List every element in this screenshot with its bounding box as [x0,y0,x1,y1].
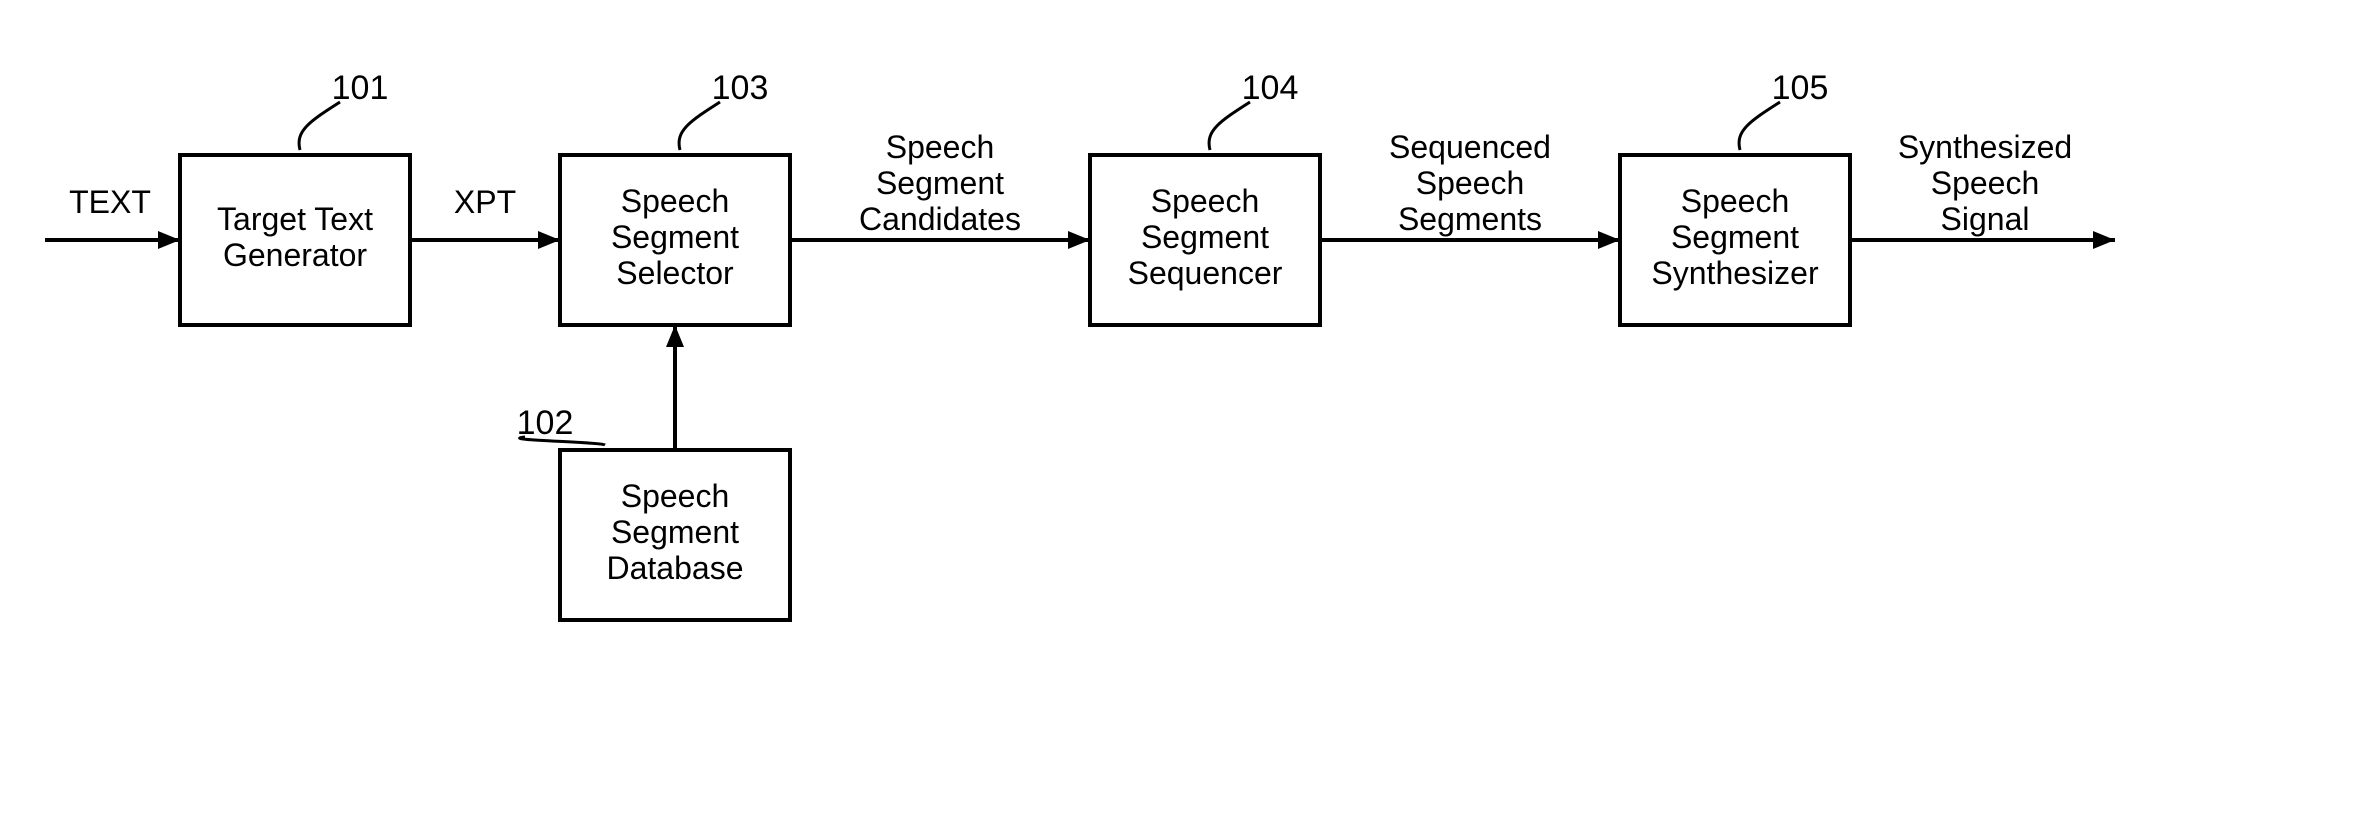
edge-label-e104-105: SequencedSpeechSegments [1389,129,1551,237]
edge-e103-104: SpeechSegmentCandidates [790,129,1090,240]
ref-label-102: 102 [517,404,574,442]
tts-block-diagram: TEXT XPT SpeechSegmentCandidates SequencedS… [0,0,2380,836]
ref-103: 103 [679,69,768,150]
ref-label-101: 101 [332,69,389,107]
ref-104: 104 [1209,69,1298,150]
edge-label-e101-103: XPT [454,184,516,220]
ref-102: 102 [517,404,605,445]
node-label-n102: SpeechSegmentDatabase [607,478,744,586]
edge-out-synth: SynthesizedSpeechSignal [1850,129,2115,240]
ref-label-103: 103 [712,69,769,107]
node-n102: SpeechSegmentDatabase [560,450,790,620]
edge-e101-103: XPT [410,184,560,240]
edge-e104-105: SequencedSpeechSegments [1320,129,1620,240]
ref-label-104: 104 [1242,69,1299,107]
node-n103: SpeechSegmentSelector [560,155,790,325]
edge-in-text: TEXT [45,184,180,240]
edge-label-out-synth: SynthesizedSpeechSignal [1898,129,2072,237]
node-label-n103: SpeechSegmentSelector [611,183,739,291]
edge-label-in-text: TEXT [69,184,151,220]
node-label-n101: Target TextGenerator [217,201,373,273]
edge-label-e103-104: SpeechSegmentCandidates [859,129,1021,237]
diagram-svg: TEXT XPT SpeechSegmentCandidates SequencedS… [0,0,2380,836]
ref-label-105: 105 [1772,69,1829,107]
node-n105: SpeechSegmentSynthesizer [1620,155,1850,325]
node-n101: Target TextGenerator [180,155,410,325]
ref-105: 105 [1739,69,1828,150]
ref-101: 101 [299,69,388,150]
node-n104: SpeechSegmentSequencer [1090,155,1320,325]
